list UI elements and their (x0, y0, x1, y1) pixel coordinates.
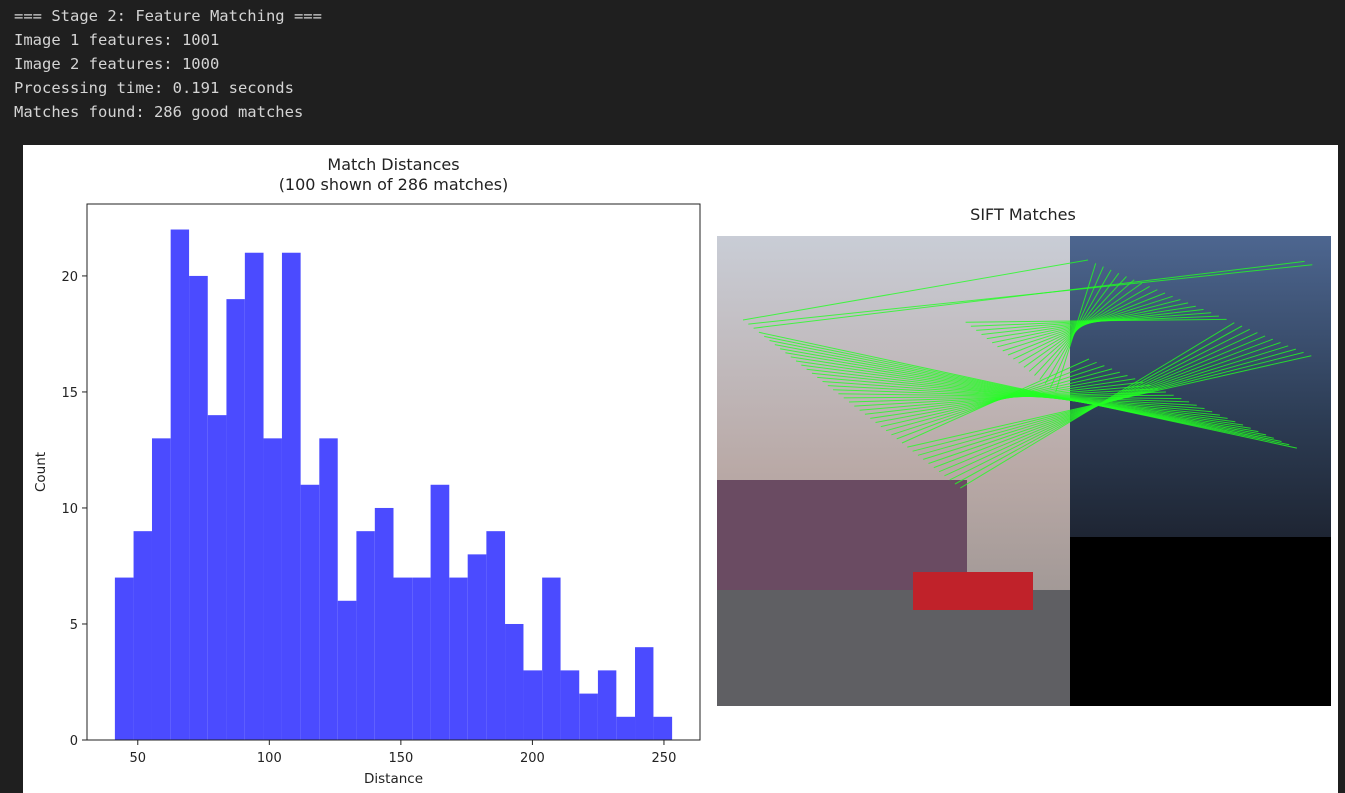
match-line (986, 305, 1196, 340)
match-line (885, 368, 1113, 432)
match-line (811, 372, 1220, 416)
console-line: Processing time: 0.191 seconds (14, 79, 294, 97)
bar (523, 670, 543, 740)
bar (430, 484, 450, 740)
match-line (780, 348, 1267, 436)
bar (151, 438, 171, 740)
bar (170, 229, 190, 740)
x-tick-label: 250 (652, 751, 677, 766)
bar (356, 531, 375, 740)
bar (616, 716, 636, 740)
bar (226, 299, 245, 740)
bar (207, 415, 227, 740)
image-1-bus (913, 572, 1033, 610)
bar (244, 252, 264, 740)
image-2 (1070, 236, 1331, 537)
match-line (801, 364, 1236, 423)
match-line (774, 344, 1274, 439)
image-2-padding (1070, 537, 1331, 706)
match-line (1007, 292, 1166, 356)
match-line (960, 322, 1235, 489)
y-tick-label: 0 (70, 734, 78, 749)
bar (300, 484, 320, 740)
bar (337, 600, 357, 740)
y-tick-label: 10 (61, 502, 78, 517)
console-line: Image 2 features: 1000 (14, 55, 220, 73)
bar (319, 438, 338, 740)
match-line (912, 351, 1304, 452)
match-line (785, 352, 1259, 433)
bar (449, 577, 468, 740)
match-line (1034, 276, 1127, 376)
image-1-facade (717, 480, 967, 590)
sift-image: SIFT Matches (717, 205, 1331, 706)
console-line: Matches found: 286 good matches (14, 103, 304, 121)
bar (486, 531, 506, 740)
y-tick-label: 15 (61, 386, 78, 401)
bar (542, 577, 561, 740)
match-line (742, 259, 1089, 321)
bar (597, 670, 617, 740)
plot-frame (86, 203, 701, 741)
x-tick-label: 50 (130, 751, 147, 766)
match-line (764, 335, 1290, 446)
match-line (790, 356, 1251, 429)
bar (412, 577, 431, 740)
bar (653, 716, 673, 740)
x-tick-label: 150 (388, 751, 413, 766)
console-line: Image 1 features: 1001 (14, 31, 220, 49)
bar (505, 623, 524, 740)
match-line (769, 340, 1282, 442)
bar (467, 554, 487, 740)
match-line (806, 368, 1228, 419)
bar (263, 438, 282, 740)
figure: 50 100 150 200 250 0 5 10 15 20 Match Distances(10… (23, 145, 1338, 793)
image-title: SIFT Matches (970, 205, 1076, 224)
bar (281, 252, 301, 740)
console-line: === Stage 2: Feature Matching === (14, 7, 322, 25)
match-line (753, 260, 1305, 329)
y-tick-label: 5 (70, 618, 78, 633)
y-axis-label: Count (33, 452, 49, 492)
x-tick-label: 100 (257, 751, 282, 766)
match-line (758, 331, 1298, 449)
chart-title: (100 shown of 286 matches) (279, 175, 509, 194)
bar (114, 577, 134, 740)
bar (579, 693, 598, 740)
x-tick-label: 200 (520, 751, 545, 766)
x-axis-label: Distance (364, 771, 423, 787)
y-tick-label: 20 (61, 270, 78, 285)
match-line (1055, 263, 1097, 393)
bar (393, 577, 413, 740)
bar (560, 670, 580, 740)
bar (635, 647, 654, 740)
chart-title: Match Distances (327, 155, 459, 174)
console-output: === Stage 2: Feature Matching === Image 1… (14, 4, 322, 124)
bar (189, 275, 208, 740)
histogram-panel: 50 100 150 200 250 0 5 10 15 20 Match Distances(10… (33, 155, 701, 787)
match-line (864, 381, 1143, 415)
bar (133, 531, 152, 740)
match-lines (742, 259, 1313, 489)
bar (374, 507, 394, 740)
match-line (795, 360, 1244, 426)
